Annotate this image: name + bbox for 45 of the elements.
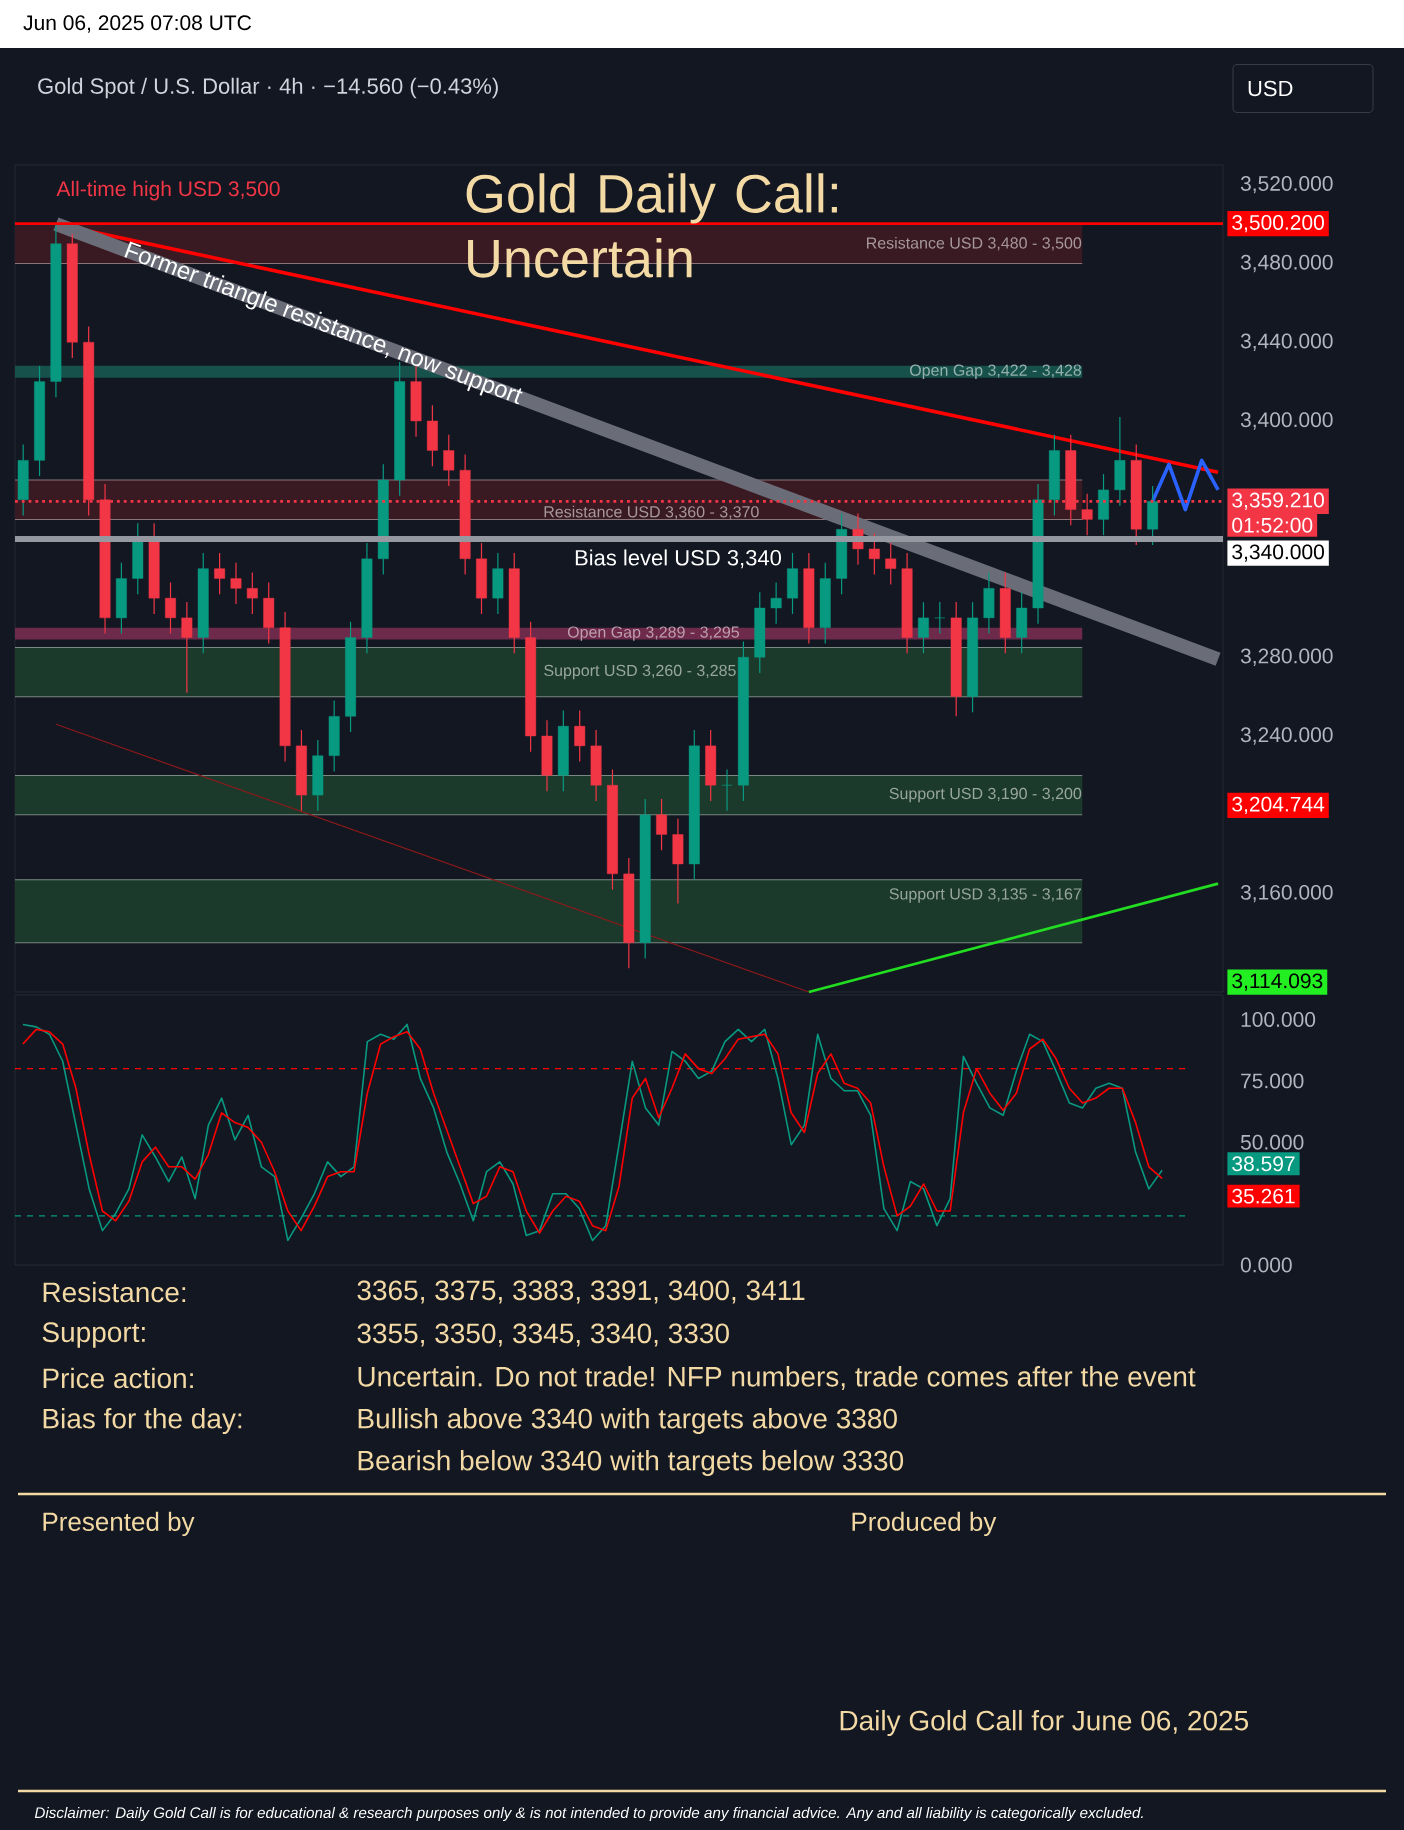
text: 3355, 3350, 3345, 3340, 3330	[357, 1323, 729, 1347]
y-tick-label: 50.000	[1240, 1134, 1304, 1150]
text: Presented by	[43, 1511, 195, 1537]
text: 3,204.744	[1232, 796, 1325, 815]
annotation: Bias level USD 3,340	[575, 549, 781, 569]
band-label: Support USD 3,190 - 3,200	[889, 787, 1082, 803]
ref-line-label: 3,500.200	[1232, 215, 1324, 233]
band-label: Open Gap 3,422 - 3,428	[910, 364, 1082, 379]
annotation: All-time high USD 3,500	[56, 180, 280, 201]
text: 38.597	[1232, 1156, 1295, 1172]
chart-subtitle: Gold Spot / U.S. Dollar · 4h · −14.560 (−0.43%)	[38, 77, 498, 99]
text: Bias for the day:	[43, 1407, 242, 1435]
text: Disclaimer: Daily Gold Call is for educational & research purposes only & is not intended to provide any financial advice. Any and all liability is categorically excluded.	[34, 1806, 1143, 1822]
text: USD	[1248, 80, 1293, 97]
y-tick-label: 100.000	[1241, 1012, 1316, 1027]
y-tick-label: 3,520.000	[1240, 176, 1333, 194]
band-label: Resistance USD 3,360 - 3,370	[544, 505, 759, 520]
text: Resistance:	[43, 1281, 186, 1303]
y-tick-label: 3,400.000	[1240, 412, 1333, 430]
y-tick-label: 3,160.000	[1240, 884, 1333, 903]
text: 3365, 3375, 3383, 3391, 3400, 3411	[357, 1280, 805, 1304]
band-label: Resistance USD 3,480 - 3,500	[867, 236, 1082, 251]
band-label: Support USD 3,135 - 3,167	[889, 888, 1081, 903]
y-tick-label: 3,240.000	[1240, 727, 1333, 745]
text: 35.261	[1232, 1188, 1295, 1204]
ref-line-label: 3,359.210	[1232, 492, 1324, 510]
text: Bearish below 3340 with targets below 3330	[358, 1449, 904, 1477]
text: Uncertain. Do not trade! NFP numbers, trade comes after the event	[358, 1366, 1196, 1390]
text: Bullish above 3340 with targets above 3380	[358, 1407, 897, 1435]
y-tick-label: 75.000	[1241, 1073, 1304, 1089]
ref-line-label: 3,340.000	[1232, 544, 1324, 562]
band-label: Support USD 3,260 - 3,285	[544, 664, 736, 680]
text: Daily Gold Call for June 06, 2025	[840, 1709, 1249, 1737]
band-label: Open Gap 3,289 - 3,295	[567, 626, 740, 641]
y-tick-label: 3,440.000	[1240, 333, 1333, 351]
y-tick-label: 3,480.000	[1240, 254, 1333, 273]
text: 3,114.093	[1232, 973, 1323, 991]
text: Support:	[42, 1322, 145, 1348]
text: Gold Daily Call: Uncertain	[466, 173, 837, 278]
y-tick-label: 3,280.000	[1240, 648, 1333, 666]
text: Produced by	[852, 1511, 997, 1537]
text: 01:52:00	[1232, 517, 1313, 533]
text: Jun 06, 2025 07:08 UTC	[23, 15, 252, 33]
text: Price action:	[43, 1367, 193, 1389]
y-tick-label: 0.000	[1240, 1257, 1292, 1273]
